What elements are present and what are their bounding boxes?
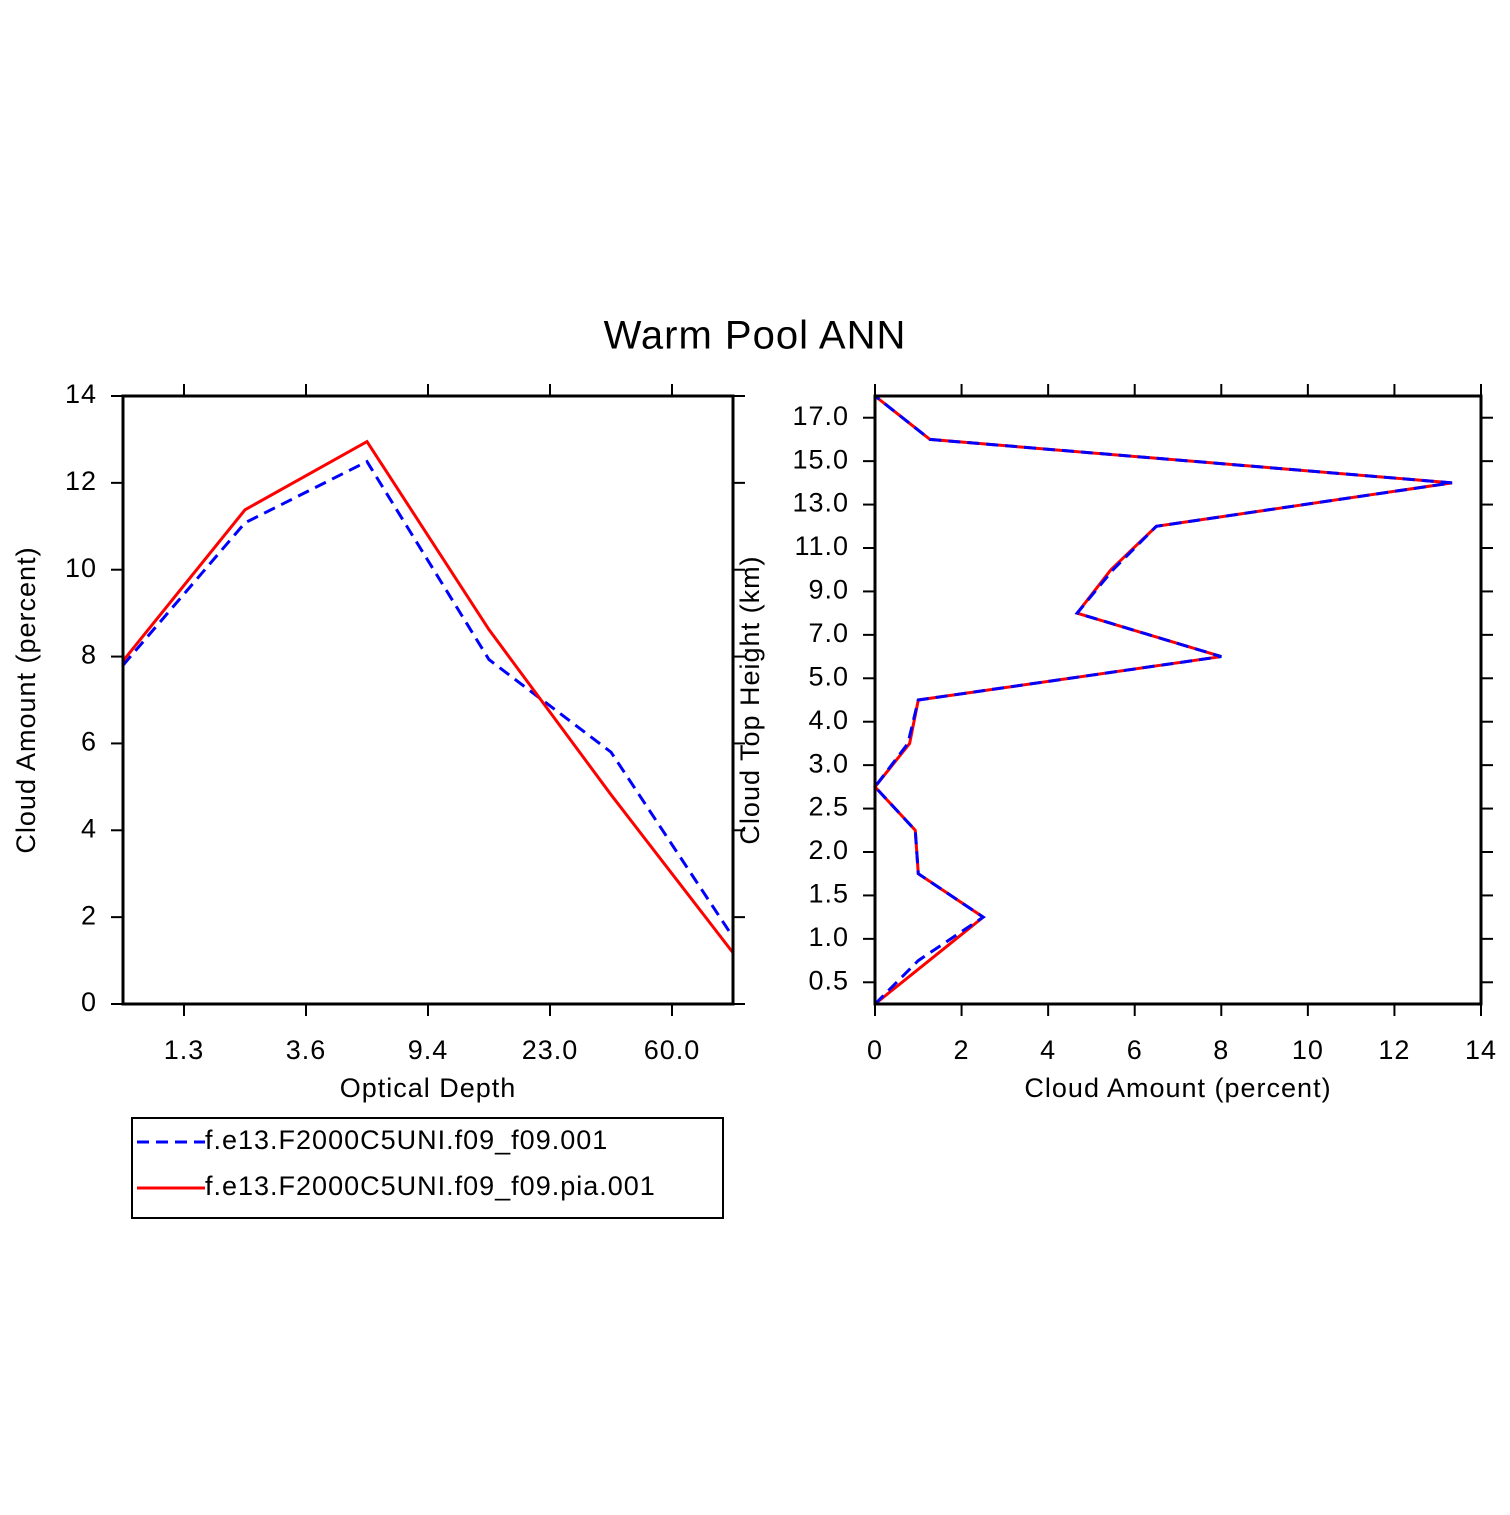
- x-tick-label: 23.0: [522, 1035, 579, 1065]
- y-tick-label: 1.0: [808, 922, 849, 952]
- y-tick-label: 8: [81, 640, 97, 670]
- x-tick-label: 1.3: [164, 1035, 205, 1065]
- x-tick-label: 4: [1040, 1035, 1056, 1065]
- series-line: [121, 459, 735, 938]
- y-tick-label: 4: [81, 813, 97, 843]
- y-tick-label: 3.0: [808, 748, 849, 778]
- y-tick-label: 12: [65, 466, 97, 496]
- x-axis-label: Cloud Amount (percent): [1024, 1073, 1331, 1103]
- y-tick-label: 17.0: [792, 401, 849, 431]
- y-tick-label: 11.0: [794, 531, 849, 561]
- y-tick-label: 5.0: [808, 661, 849, 691]
- x-tick-label: 14: [1465, 1035, 1497, 1065]
- y-tick-label: 2.0: [808, 835, 849, 865]
- x-tick-label: 8: [1213, 1035, 1229, 1065]
- x-tick-label: 0: [867, 1035, 883, 1065]
- plot-frame: [121, 394, 735, 1006]
- y-tick-label: 1.5: [808, 879, 849, 909]
- x-tick-label: 60.0: [644, 1035, 701, 1065]
- y-tick-label: 15.0: [792, 444, 849, 474]
- y-tick-label: 6: [81, 727, 97, 757]
- x-tick-label: 3.6: [286, 1035, 327, 1065]
- y-tick-label: 7.0: [808, 618, 849, 648]
- y-tick-label: 2.5: [808, 792, 849, 822]
- x-tick-label: 9.4: [408, 1035, 449, 1065]
- y-axis-label: Cloud Amount (percent): [11, 546, 41, 853]
- x-tick-label: 12: [1378, 1035, 1410, 1065]
- x-tick-label: 6: [1127, 1035, 1143, 1065]
- y-tick-label: 2: [81, 900, 97, 930]
- series-line: [873, 394, 1453, 1006]
- y-axis-label: Cloud Top Height (km): [735, 555, 765, 844]
- y-tick-label: 9.0: [808, 575, 849, 605]
- series-line: [873, 394, 1453, 1006]
- series-line: [121, 439, 735, 954]
- x-tick-label: 10: [1292, 1035, 1324, 1065]
- y-tick-label: 13.0: [792, 488, 849, 518]
- figure-title: Warm Pool ANN: [604, 314, 907, 358]
- y-tick-label: 0: [81, 987, 97, 1017]
- y-tick-label: 4.0: [808, 705, 849, 735]
- legend-label: f.e13.F2000C5UNI.f09_f09.001: [205, 1125, 608, 1155]
- y-tick-label: 14: [65, 379, 97, 409]
- y-tick-label: 10: [65, 553, 97, 583]
- legend-label: f.e13.F2000C5UNI.f09_f09.pia.001: [205, 1171, 656, 1201]
- x-axis-label: Optical Depth: [340, 1073, 517, 1103]
- plot-frame: [873, 394, 1483, 1006]
- legend-box: [131, 1117, 724, 1219]
- x-tick-label: 2: [954, 1035, 970, 1065]
- y-tick-label: 0.5: [808, 965, 849, 995]
